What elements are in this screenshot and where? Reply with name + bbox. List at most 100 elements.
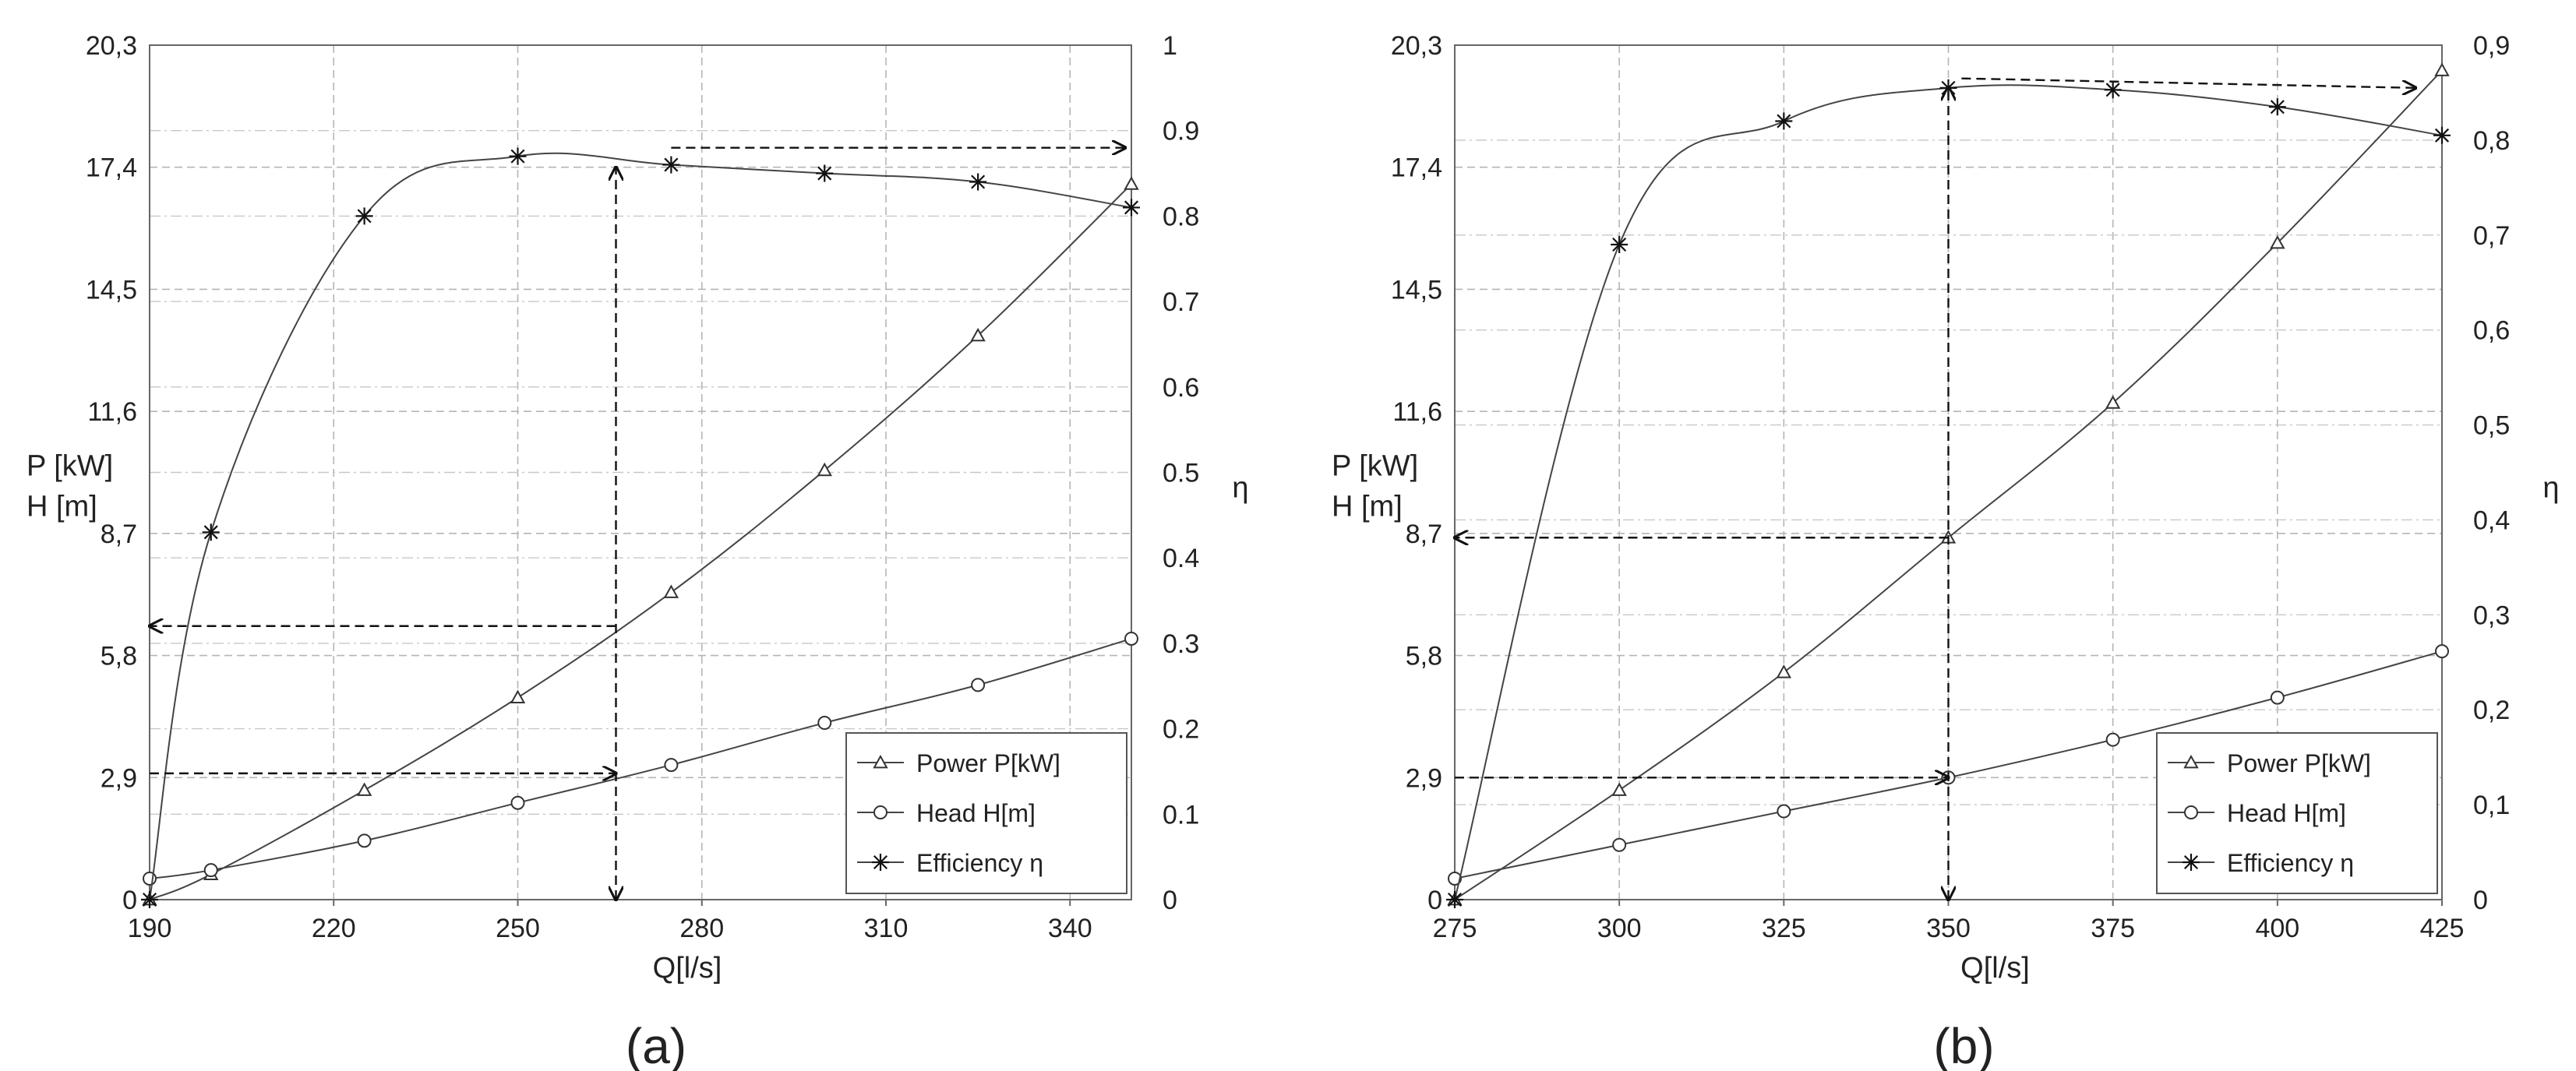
x-tick-label: 340 <box>1048 914 1092 943</box>
y-tick-label: 2,9 <box>1406 763 1442 793</box>
data-point <box>2105 395 2121 409</box>
x-tick-label: 280 <box>679 914 724 943</box>
y2-tick-label: 0.5 <box>1163 459 1199 488</box>
data-point <box>1775 112 1793 130</box>
x-tick-label: 250 <box>496 914 540 943</box>
y2-tick-label: 0.1 <box>1163 800 1199 830</box>
data-point <box>2270 234 2285 249</box>
data-point <box>662 156 680 174</box>
data-point <box>2268 98 2286 116</box>
data-point <box>664 758 679 773</box>
data-point <box>2434 62 2450 76</box>
y-tick-label: 8,7 <box>101 520 137 549</box>
panel-label: (a) <box>626 1018 686 1071</box>
y-tick-label: 17,4 <box>1391 153 1442 183</box>
y2-tick-label: 0.6 <box>1163 373 1199 403</box>
x-tick-label: 300 <box>1597 914 1642 943</box>
plot-frame <box>149 44 1132 900</box>
data-point <box>1777 804 1791 819</box>
y-tick-label: 8,7 <box>1406 520 1442 549</box>
data-point <box>355 207 373 225</box>
data-point <box>663 584 679 598</box>
grid <box>150 45 1131 900</box>
data-point <box>1446 891 1463 908</box>
y2-tick-label: 0,6 <box>2473 316 2510 346</box>
y-tick-label: 20,3 <box>86 31 137 61</box>
y-axis-label: P [kW] <box>1332 450 1418 483</box>
data-point <box>510 689 526 704</box>
legend-entry: Head H[m] <box>916 799 1036 827</box>
y2-tick-label: 0.7 <box>1163 287 1199 317</box>
y2-tick-label: 0 <box>1163 886 1177 915</box>
y-tick-label: 17,4 <box>86 153 137 183</box>
y-tick-label: 0 <box>1427 886 1442 915</box>
data-point <box>817 462 832 477</box>
y-tick-label: 5,8 <box>1406 642 1442 671</box>
x-tick-label: 190 <box>128 914 172 943</box>
data-point <box>1611 235 1629 253</box>
legend-marker <box>872 854 889 871</box>
data-point <box>357 833 372 848</box>
data-point <box>2270 690 2285 705</box>
series-line <box>149 637 1132 879</box>
data-point <box>509 147 527 165</box>
y2-axis-label: η <box>1232 472 1248 505</box>
legend-marker <box>2183 754 2199 769</box>
annotations <box>150 148 1125 900</box>
data-point <box>1776 664 1792 678</box>
data-point <box>1448 871 1462 886</box>
legend-entry: Efficiency η <box>916 849 1043 877</box>
panel-label: (b) <box>1933 1018 1994 1071</box>
y2-tick-label: 0,8 <box>2473 126 2510 156</box>
y2-tick-label: 0,5 <box>2473 411 2510 441</box>
legend-entry: Head H[m] <box>2227 799 2346 827</box>
x-tick-label: 350 <box>1926 914 1971 943</box>
y2-tick-label: 0.3 <box>1163 629 1199 659</box>
data-point <box>1123 199 1140 217</box>
legend-marker <box>873 805 887 819</box>
y-tick-label: 11,6 <box>1392 397 1442 427</box>
x-axis-label: Q[l/s] <box>1960 952 2030 985</box>
data-point <box>971 678 986 692</box>
legend-marker <box>873 754 888 769</box>
legend: Power P[kW] Head H[m] Efficiency η <box>845 732 1127 894</box>
y-tick-label: 2,9 <box>101 763 137 793</box>
y2-tick-label: 0,3 <box>2473 601 2510 630</box>
data-point <box>2435 644 2449 659</box>
y-tick-label: 14,5 <box>1391 275 1442 305</box>
y2-tick-label: 0.4 <box>1163 544 1199 573</box>
y2-tick-label: 0 <box>2473 886 2488 915</box>
y2-tick-label: 0.8 <box>1163 202 1199 231</box>
y-tick-label: 0 <box>122 886 137 915</box>
y-axis-label: H [m] <box>1332 491 1403 523</box>
legend-entry: Power P[kW] <box>916 749 1060 777</box>
x-tick-label: 310 <box>864 914 909 943</box>
y-axis-label: H [m] <box>26 491 97 523</box>
y2-tick-label: 0.9 <box>1163 117 1199 146</box>
data-point <box>2104 81 2122 99</box>
y2-tick-label: 0,4 <box>2473 506 2510 535</box>
y-tick-label: 14,5 <box>86 275 137 305</box>
series-asterisk <box>141 147 1140 908</box>
chart-panel-b: 275 300 325 350 375 400 425 0 2,9 5,8 8,7 11,6 14,5 1… <box>1332 31 2560 1071</box>
y2-tick-label: 0,9 <box>2473 31 2510 61</box>
data-point <box>970 327 986 342</box>
legend-marker <box>2184 805 2198 819</box>
y2-tick-label: 0,1 <box>2473 791 2510 820</box>
data-point <box>356 782 372 796</box>
data-point <box>816 164 834 182</box>
data-point <box>817 716 832 731</box>
x-tick-label: 425 <box>2420 914 2465 943</box>
annotations <box>1455 77 2415 900</box>
data-point <box>1124 176 1139 190</box>
y2-tick-label: 0,7 <box>2473 221 2510 251</box>
data-point <box>202 523 220 541</box>
x-axis-label: Q[l/s] <box>653 952 722 985</box>
y-tick-label: 5,8 <box>101 642 137 671</box>
legend-marker <box>2183 854 2200 871</box>
data-point <box>1611 782 1627 796</box>
data-point <box>969 173 987 191</box>
y2-tick-label: 0.2 <box>1163 715 1199 745</box>
legend-entry: Power P[kW] <box>2227 749 2371 777</box>
